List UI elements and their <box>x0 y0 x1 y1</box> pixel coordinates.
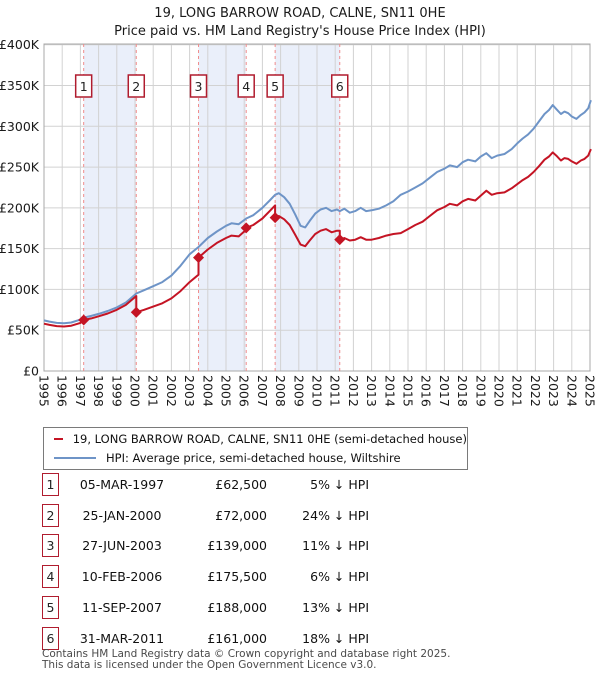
svg-text:5: 5 <box>271 79 279 94</box>
svg-text:1995: 1995 <box>37 375 52 407</box>
sale-date: 31-MAR-2011 <box>79 630 165 646</box>
table-row: 3 27-JUN-2003 £139,000 11% ↓ HPI <box>0 534 600 558</box>
hpi-line <box>43 99 592 325</box>
svg-text:£100K: £100K <box>0 282 40 297</box>
property-line-swatch <box>54 438 63 440</box>
price-chart-svg: 1 2 3 4 5 6 £0 £50K £100K £150K £200K £250K £300K £35… <box>0 37 598 407</box>
svg-text:£300K: £300K <box>0 119 40 134</box>
svg-text:2014: 2014 <box>382 375 397 407</box>
sale-number-badge: 1 <box>42 473 59 496</box>
svg-text:2013: 2013 <box>364 375 379 407</box>
page-title: 19, LONG BARROW ROAD, CALNE, SN11 0HE <box>154 6 446 21</box>
page-subtitle: Price paid vs. HM Land Registry's House … <box>114 24 486 39</box>
sale-price: £62,500 <box>215 477 267 492</box>
table-row: 4 10-FEB-2006 £175,500 6% ↓ HPI <box>0 565 600 589</box>
y-axis-labels: £0 £50K £100K £150K £200K £250K £300K £350K £400… <box>0 37 40 378</box>
svg-text:2008: 2008 <box>273 375 288 407</box>
svg-text:1: 1 <box>80 79 88 94</box>
svg-text:2017: 2017 <box>437 375 452 407</box>
svg-text:2015: 2015 <box>401 375 416 407</box>
legend-item-property: 19, LONG BARROW ROAD, CALNE, SN11 0HE (s… <box>44 429 467 449</box>
hpi-line-swatch <box>54 457 96 459</box>
svg-text:1996: 1996 <box>55 375 70 407</box>
svg-text:£350K: £350K <box>0 78 40 93</box>
sale-date: 27-JUN-2003 <box>82 538 162 554</box>
svg-text:£400K: £400K <box>0 37 40 52</box>
svg-text:2025: 2025 <box>583 375 598 407</box>
sale-number-boxes: 1 2 3 4 5 6 <box>74 74 349 98</box>
svg-text:2016: 2016 <box>419 375 434 407</box>
svg-text:1999: 1999 <box>109 375 124 407</box>
property-price-line <box>43 148 592 328</box>
footer-licence: This data is licensed under the Open Gov… <box>42 659 377 671</box>
sale-date: 10-FEB-2006 <box>81 569 163 585</box>
price-chart: 1 2 3 4 5 6 £0 £50K £100K £150K £200K £250K £300K £35… <box>0 37 598 407</box>
svg-text:2009: 2009 <box>291 375 306 407</box>
svg-text:2021: 2021 <box>510 375 525 407</box>
plot-border <box>43 43 591 372</box>
svg-text:2001: 2001 <box>146 375 161 407</box>
svg-text:6: 6 <box>336 79 344 94</box>
svg-text:2: 2 <box>132 79 140 94</box>
svg-text:2011: 2011 <box>328 375 343 407</box>
svg-text:£50K: £50K <box>7 323 40 338</box>
sale-vs-hpi: 5% ↓ HPI <box>310 477 369 492</box>
legend-label-property: 19, LONG BARROW ROAD, CALNE, SN11 0HE (s… <box>72 432 467 446</box>
sale-number-badge: 2 <box>42 503 59 527</box>
svg-text:2007: 2007 <box>255 375 270 407</box>
svg-text:2006: 2006 <box>237 375 252 407</box>
svg-text:£200K: £200K <box>0 200 40 215</box>
sale-price: £161,000 <box>207 630 267 646</box>
svg-text:2003: 2003 <box>182 375 197 407</box>
sale-number-badge: 5 <box>42 595 59 619</box>
svg-text:2005: 2005 <box>219 375 234 407</box>
sale-number-badge: 3 <box>42 534 59 558</box>
svg-text:2018: 2018 <box>455 375 470 407</box>
sale-vs-hpi: 24% ↓ HPI <box>302 507 369 523</box>
x-axis-labels: 1995 1996 1997 1998 1999 2000 2001 2002 2003 2004… <box>37 375 598 407</box>
svg-text:£150K: £150K <box>0 241 40 256</box>
sale-price: £72,000 <box>215 507 267 523</box>
svg-text:£250K: £250K <box>0 160 40 175</box>
sale-price: £139,000 <box>207 538 267 554</box>
svg-text:2023: 2023 <box>546 375 561 407</box>
sale-date: 25-JAN-2000 <box>82 507 162 523</box>
sale-vs-hpi: 18% ↓ HPI <box>302 630 369 646</box>
svg-text:2012: 2012 <box>346 375 361 407</box>
footer-copyright: Contains HM Land Registry data © Crown c… <box>42 648 451 660</box>
svg-text:2002: 2002 <box>164 375 179 407</box>
sale-vs-hpi: 11% ↓ HPI <box>302 538 369 554</box>
legend-item-hpi: HPI: Average price, semi-detached house,… <box>44 448 467 468</box>
sale-price: £188,000 <box>207 599 267 615</box>
gridlines <box>43 44 591 372</box>
table-row: 1 05-MAR-1997 £62,500 5% ↓ HPI <box>0 473 600 497</box>
legend-label-hpi: HPI: Average price, semi-detached house,… <box>106 451 401 465</box>
svg-text:£0: £0 <box>23 364 39 379</box>
sale-price: £175,500 <box>207 569 267 585</box>
svg-text:1998: 1998 <box>91 375 106 407</box>
svg-text:2022: 2022 <box>528 375 543 407</box>
svg-text:2010: 2010 <box>310 375 325 407</box>
svg-text:2020: 2020 <box>492 375 507 407</box>
svg-text:2019: 2019 <box>473 375 488 407</box>
sale-markers <box>78 212 346 326</box>
sale-date: 05-MAR-1997 <box>79 477 165 492</box>
sale-date: 11-SEP-2007 <box>82 599 162 615</box>
table-row: 5 11-SEP-2007 £188,000 13% ↓ HPI <box>0 595 600 620</box>
svg-text:2024: 2024 <box>564 375 579 407</box>
svg-text:2000: 2000 <box>128 375 143 407</box>
chart-legend: 19, LONG BARROW ROAD, CALNE, SN11 0HE (s… <box>43 427 468 470</box>
sale-vs-hpi: 6% ↓ HPI <box>310 569 369 585</box>
sale-number-badge: 6 <box>42 626 59 650</box>
table-row: 2 25-JAN-2000 £72,000 24% ↓ HPI <box>0 503 600 528</box>
svg-text:4: 4 <box>242 79 250 94</box>
sale-vs-hpi: 13% ↓ HPI <box>302 599 369 615</box>
sale-number-badge: 4 <box>42 565 59 589</box>
svg-text:1997: 1997 <box>73 375 88 407</box>
table-row: 6 31-MAR-2011 £161,000 18% ↓ HPI <box>0 626 600 651</box>
svg-text:2004: 2004 <box>200 375 215 407</box>
svg-text:3: 3 <box>195 79 203 94</box>
